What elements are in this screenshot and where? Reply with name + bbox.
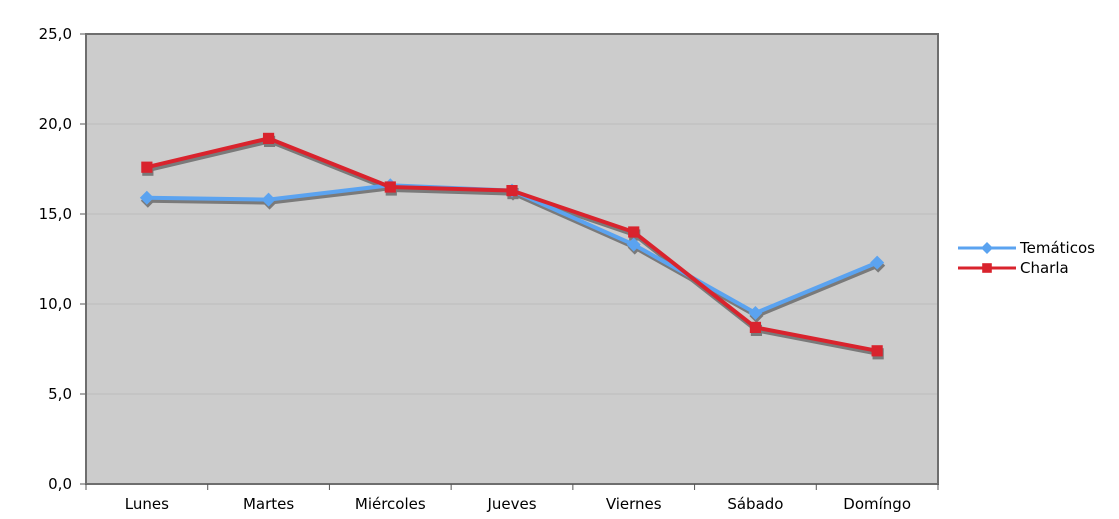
plot-border xyxy=(85,33,939,485)
x-tick-label: Viernes xyxy=(606,495,662,513)
legend-marker xyxy=(982,263,992,273)
axes: 0,0 5,0 10,0 15,0 20,0 25,0 Lunes Martes Miércol… xyxy=(39,25,939,513)
x-tick-label: Domíngo xyxy=(843,495,911,513)
x-tick-label: Miércoles xyxy=(355,495,426,513)
x-tick-label: Sábado xyxy=(727,495,783,513)
gridlines xyxy=(86,123,938,395)
data-point xyxy=(384,181,396,193)
legend: Temáticos Charla xyxy=(958,239,1095,277)
data-point xyxy=(870,255,885,270)
data-point xyxy=(262,132,275,144)
data-point xyxy=(141,161,153,173)
data-point xyxy=(139,190,154,205)
data-point xyxy=(261,192,276,207)
data-point xyxy=(628,226,640,238)
y-tick-label: 0,0 xyxy=(48,475,72,493)
y-tick-label: 25,0 xyxy=(39,25,72,43)
plot-background xyxy=(86,34,938,484)
x-tick-label: Lunes xyxy=(125,495,169,513)
series-group xyxy=(139,132,886,360)
data-point xyxy=(506,185,518,197)
y-tick-label: 5,0 xyxy=(48,385,72,403)
data-point xyxy=(749,321,762,333)
y-tick-label: 10,0 xyxy=(39,295,72,313)
x-tick-label: Jueves xyxy=(486,495,536,513)
legend-label: Charla xyxy=(1020,259,1069,277)
y-tick-label: 20,0 xyxy=(39,115,72,133)
data-point xyxy=(626,237,641,252)
x-tick-label: Martes xyxy=(243,495,294,513)
legend-marker xyxy=(981,242,993,254)
y-tick-label: 15,0 xyxy=(39,205,72,223)
data-point xyxy=(871,345,883,357)
legend-label: Temáticos xyxy=(1019,239,1095,257)
data-point xyxy=(748,306,763,320)
plot-area xyxy=(86,34,938,484)
